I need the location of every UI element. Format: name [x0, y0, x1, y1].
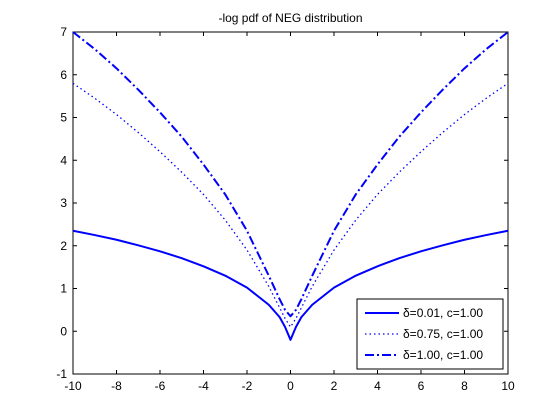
series-lines	[72, 31, 509, 341]
legend-label: δ=1.00, c=1.00	[403, 348, 483, 362]
y-tick-label: 6	[60, 68, 67, 82]
x-tick-label: 8	[461, 379, 468, 393]
x-tick-label: 10	[501, 379, 515, 393]
y-tick-label: 3	[60, 196, 67, 210]
series-line-1	[72, 229, 509, 341]
legend: δ=0.01, c=1.00 δ=0.75, c=1.00 δ=1.00, c=1.…	[356, 298, 504, 370]
y-tick-label: 4	[60, 153, 67, 167]
legend-label: δ=0.75, c=1.00	[403, 327, 483, 341]
legend-box	[356, 298, 504, 370]
y-tick-label: 2	[60, 239, 67, 253]
y-tick-label: -1	[56, 367, 67, 381]
y-tick-label: 1	[60, 282, 67, 296]
chart-title: -log pdf of NEG distribution	[218, 11, 362, 25]
y-tick-label: 7	[60, 25, 67, 39]
y-tick-label: 5	[60, 111, 67, 125]
x-tick-label: -4	[198, 379, 209, 393]
x-tick-label: 4	[374, 379, 381, 393]
x-tick-label: -8	[111, 379, 122, 393]
series-line-3	[72, 31, 509, 318]
x-tick-label: 2	[331, 379, 338, 393]
x-tick-label: -2	[242, 379, 253, 393]
x-tick-label: 0	[287, 379, 294, 393]
y-tick-label: 0	[60, 324, 67, 338]
legend-label: δ=0.01, c=1.00	[403, 306, 483, 320]
x-tick-label: 6	[418, 379, 425, 393]
x-tick-label: -6	[155, 379, 166, 393]
x-tick-label: -10	[64, 379, 82, 393]
